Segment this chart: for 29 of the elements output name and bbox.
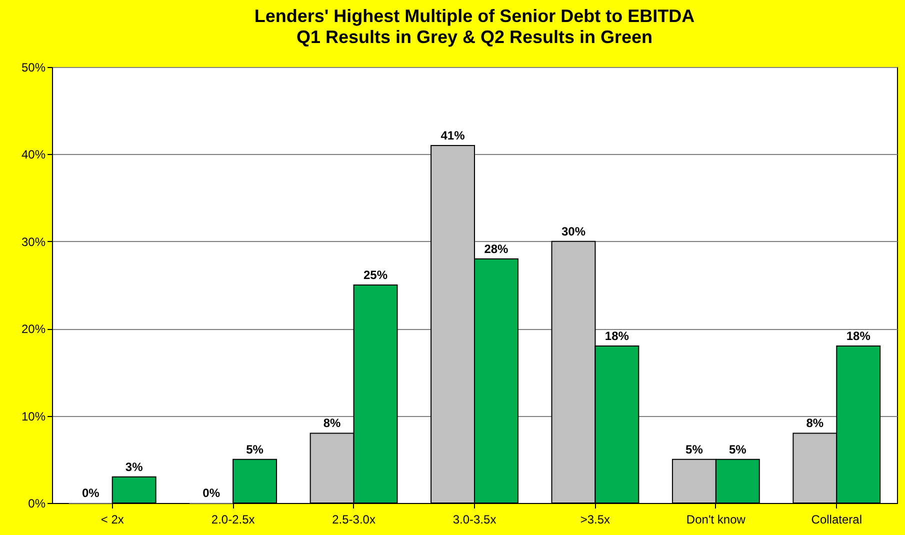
y-tick-label: 40% (21, 148, 46, 162)
x-tick-label: 3.0-3.5x (452, 512, 496, 526)
data-label: 0% (82, 486, 100, 500)
data-label: 28% (484, 242, 509, 256)
chart-title: Lenders' Highest Multiple of Senior Debt to EBITDA (254, 6, 695, 26)
x-tick-label: 2.0-2.5x (211, 512, 255, 526)
data-label: 5% (246, 442, 264, 456)
data-label: 0% (202, 486, 220, 500)
y-tick-label: 0% (28, 496, 46, 510)
x-tick-label: < 2x (100, 512, 124, 526)
x-tick-label: >3.5x (580, 512, 610, 526)
data-label: 18% (846, 329, 871, 344)
y-tick-label: 50% (21, 60, 46, 74)
x-tick-label: 2.5-3.0x (332, 512, 376, 526)
data-label: 18% (604, 329, 630, 344)
y-tick-label: 30% (21, 234, 46, 249)
data-label: 5% (728, 442, 747, 456)
data-label: 25% (364, 268, 388, 282)
data-label: 3% (125, 460, 144, 474)
x-tick-label: Don't know (686, 512, 746, 526)
y-tick-label: 20% (21, 322, 46, 336)
data-label: 41% (440, 128, 466, 142)
x-tick-label: Collateral (811, 512, 862, 526)
data-label: 30% (561, 224, 586, 238)
y-tick-label: 10% (21, 409, 46, 424)
chart-subtitle: Q1 Results in Grey & Q2 Results in Green (296, 27, 653, 47)
data-label: 8% (323, 416, 342, 430)
data-label: 5% (686, 442, 704, 456)
data-label: 8% (806, 416, 824, 430)
